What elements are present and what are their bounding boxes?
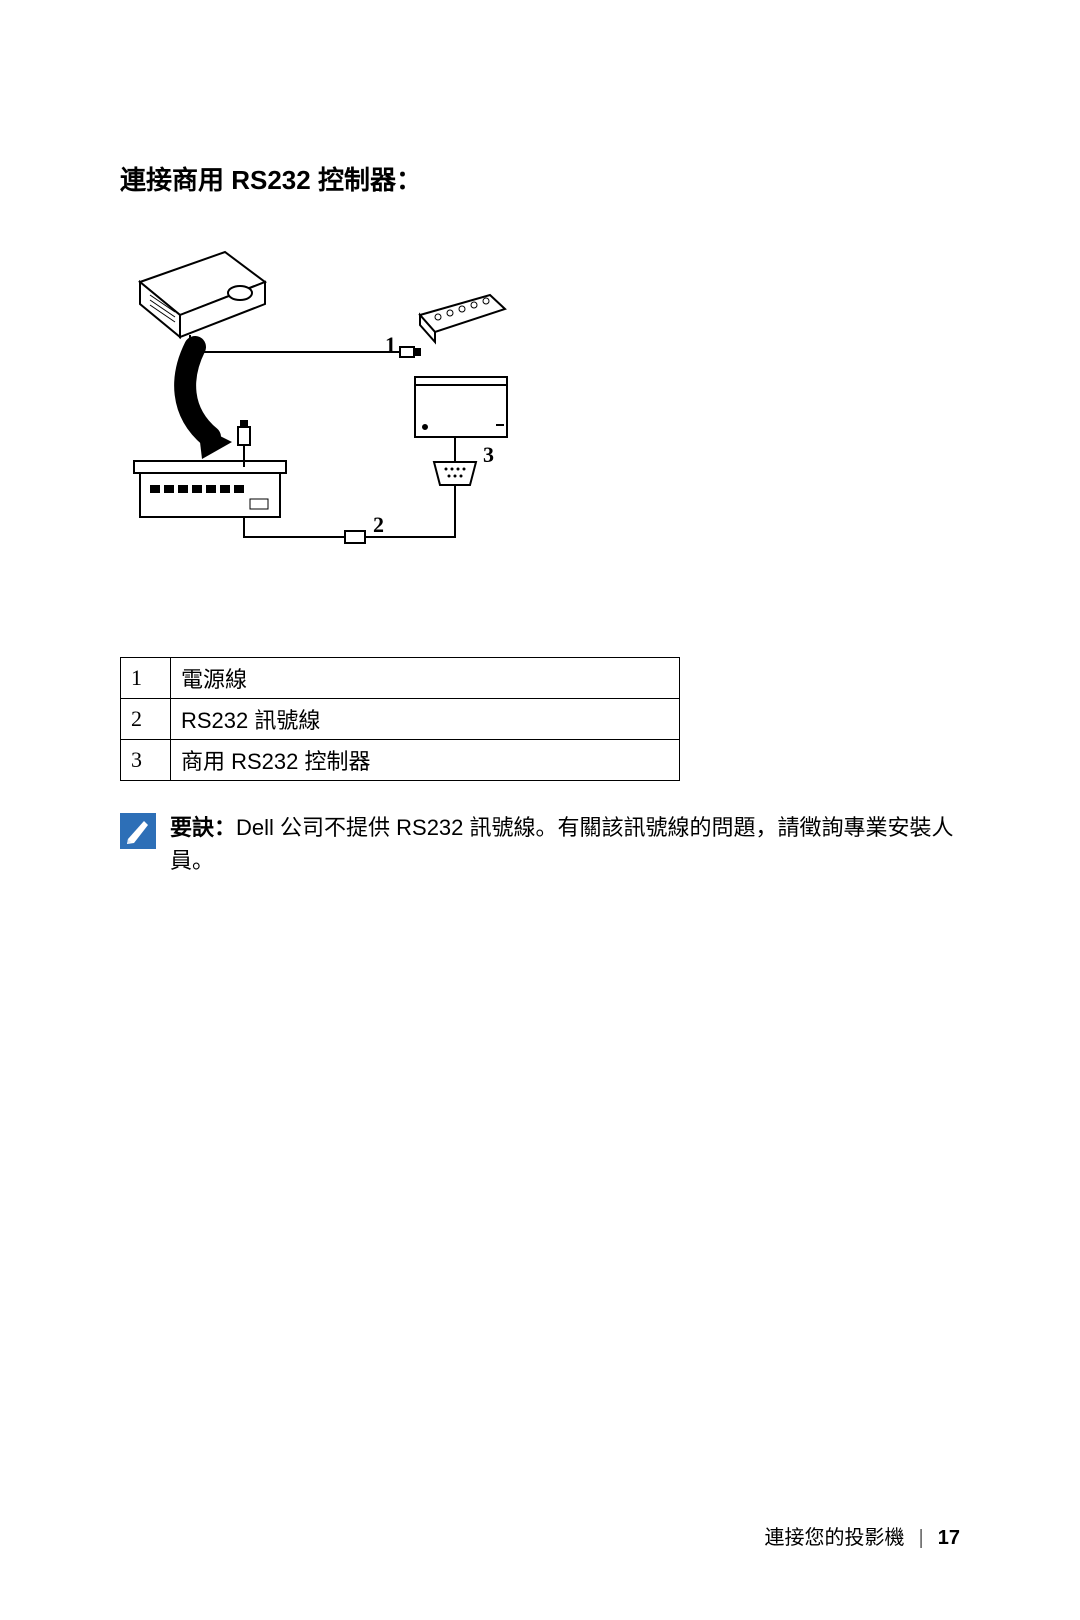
legend-table: 1 電源線 2 RS232 訊號線 3 商用 RS232 控制器 (120, 657, 680, 781)
footer-page-number: 17 (938, 1527, 960, 1550)
table-row: 2 RS232 訊號線 (121, 699, 680, 740)
diagram-callout-3: 3 (483, 442, 494, 468)
table-row: 1 電源線 (121, 658, 680, 699)
connection-diagram: 1 2 3 (120, 237, 600, 597)
legend-label: 商用 RS232 控制器 (171, 740, 680, 781)
section-title: 連接商用 RS232 控制器： (120, 160, 960, 197)
page-footer: 連接您的投影機 | 17 (765, 1521, 960, 1550)
note-text: 要訣：Dell 公司不提供 RS232 訊號線。有關該訊號線的問題，請徵詢專業安… (170, 811, 960, 877)
footer-section: 連接您的投影機 (765, 1521, 905, 1550)
note-block: 要訣：Dell 公司不提供 RS232 訊號線。有關該訊號線的問題，請徵詢專業安… (120, 811, 960, 877)
legend-label: RS232 訊號線 (171, 699, 680, 740)
diagram-callout-2: 2 (373, 512, 384, 538)
note-label: 要訣： (170, 815, 236, 840)
legend-num: 1 (121, 658, 171, 699)
note-body: Dell 公司不提供 RS232 訊號線。有關該訊號線的問題，請徵詢專業安裝人員… (170, 815, 954, 873)
legend-label: 電源線 (171, 658, 680, 699)
table-row: 3 商用 RS232 控制器 (121, 740, 680, 781)
legend-num: 2 (121, 699, 171, 740)
diagram-callout-1: 1 (385, 332, 396, 358)
footer-separator: | (919, 1527, 924, 1550)
note-icon (120, 813, 156, 849)
legend-num: 3 (121, 740, 171, 781)
